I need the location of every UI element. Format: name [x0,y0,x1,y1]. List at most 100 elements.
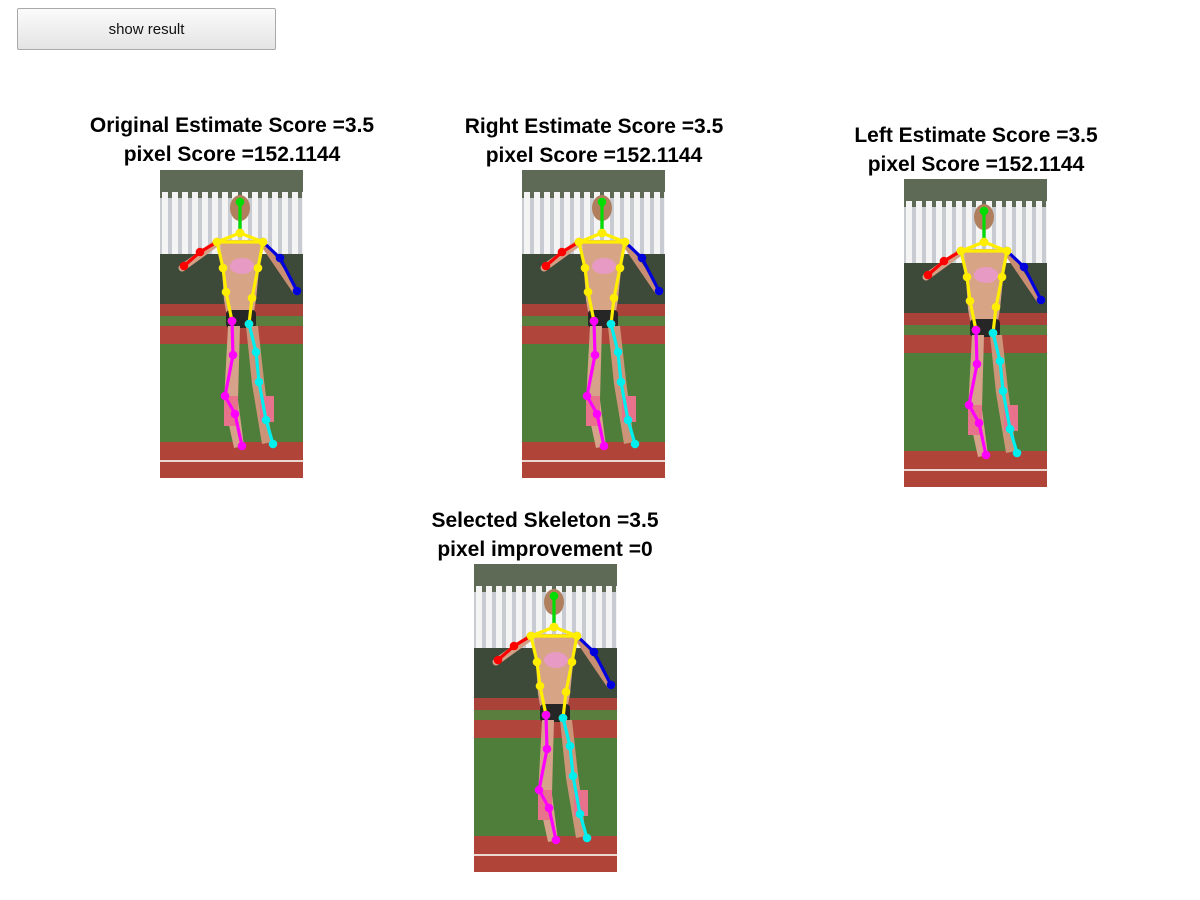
fence-post [534,192,540,254]
fence-post [624,192,630,254]
fence-post [526,586,532,648]
fence-post [956,201,962,263]
fence-post [536,586,542,648]
fence-post [222,192,228,254]
scoreboard-area [474,564,617,592]
torso-joint [615,263,625,273]
fence-post [292,192,298,254]
right-leg-joint [227,316,237,326]
athlete-arm [621,239,661,295]
fence-post [554,192,560,254]
left-leg-joint [244,319,254,329]
right-arm-joint [923,270,933,280]
head-joint [597,197,607,207]
fence-post [506,586,512,648]
right-estimate-image [522,170,665,478]
left-leg-joint [606,319,616,329]
fence-post [302,192,303,254]
fence-post [946,201,952,263]
left-leg-joint [251,347,261,357]
fence-post [192,192,198,254]
fence-post [966,201,972,263]
left-estimate-score: Left Estimate Score =3.5 [854,124,1098,147]
fence-post [232,192,238,254]
right-leg-joint [981,450,991,460]
fence-post [574,192,580,254]
fence-post [906,201,912,263]
left-leg-joint [995,356,1005,366]
fence-post [546,586,552,648]
fence-post [614,192,620,254]
torso-joint [609,293,619,303]
fence-post [524,192,530,254]
torso-joint [247,293,257,303]
torso-joint [580,263,590,273]
right-arm-joint [557,247,567,257]
left-arm-joint [589,647,599,657]
fence-post [654,192,660,254]
scoreboard-area [522,170,665,198]
right-estimate-title: Right Estimate Score =3.5 pixel Score =1… [384,112,804,170]
fence-post [606,586,612,648]
fence-post [1016,201,1022,263]
athlete-photo-svg [522,170,665,478]
torso-joint [561,687,571,697]
fence-post [202,192,208,254]
head-joint [235,197,245,207]
right-leg-joint [237,441,247,451]
torso-joint [574,237,584,247]
left-leg-joint [613,347,623,357]
track-line [904,469,1047,471]
torso-joint [979,237,989,247]
original-pixel-score: pixel Score =152.1144 [123,143,341,166]
athlete-arm [1003,248,1043,304]
right-leg-joint [582,391,592,401]
fence-post [586,586,592,648]
fence-post [516,586,522,648]
fence-post [162,192,168,254]
track-line [522,460,665,462]
left-arm-joint [654,286,664,296]
scoreboard-area [904,179,1047,207]
right-arm-joint [195,247,205,257]
white-fence [524,192,665,254]
fence-post [1036,201,1042,263]
fence-post [996,201,1002,263]
show-result-button[interactable]: show result [17,8,276,50]
right-leg-joint [230,409,240,419]
right-leg-joint [974,418,984,428]
fence-post [1046,201,1047,263]
athlete-photo-svg [160,170,303,478]
fence-post [644,192,650,254]
athlete-top [230,258,254,274]
right-estimate-score: Right Estimate Score =3.5 [464,115,724,138]
selected-skeleton-title: Selected Skeleton =3.5 pixel improvement… [335,506,755,564]
fence-post [544,192,550,254]
fence-post [926,201,932,263]
left-arm-joint [637,253,647,263]
selected-skeleton-score: Selected Skeleton =3.5 [431,509,659,532]
fence-post [604,192,610,254]
left-leg-joint [568,771,578,781]
pose-skeleton [493,591,616,845]
right-leg-joint [220,391,230,401]
left-pixel-score: pixel Score =152.1144 [867,153,1085,176]
left-leg-joint [988,328,998,338]
head-joint [549,591,559,601]
athlete-top [974,267,998,283]
torso-joint [597,228,607,238]
pose-skeleton [179,197,302,451]
fence-post [496,586,502,648]
torso-joint [253,263,263,273]
fence-post [936,201,942,263]
left-leg-joint [998,386,1008,396]
torso-joint [962,272,972,282]
fence-post [182,192,188,254]
fence-post [596,586,602,648]
fence-post [584,192,590,254]
fence-post [1026,201,1032,263]
torso-joint [212,237,222,247]
selected-skeleton-image [474,564,617,872]
left-arm-joint [292,286,302,296]
right-leg-joint [589,316,599,326]
